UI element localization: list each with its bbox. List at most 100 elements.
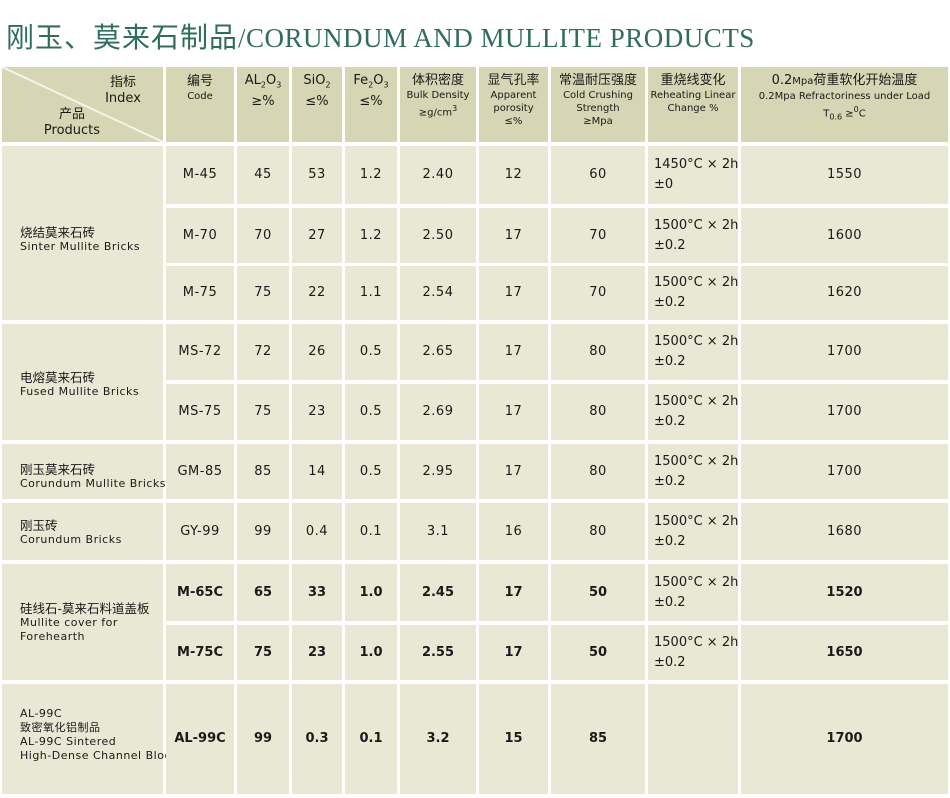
header-por-en1: Apparent xyxy=(490,90,537,101)
cell-al: 75 xyxy=(237,384,289,440)
cell-code: GM-85 xyxy=(166,444,234,499)
value-rul: 1520 xyxy=(826,585,863,600)
cell-rul: 1680 xyxy=(741,503,948,560)
cell-si: 23 xyxy=(292,384,342,440)
cell-code: M-70 xyxy=(166,208,234,263)
cell-reh: 1500°C × 2h ±0.2 xyxy=(648,266,738,320)
value-code: GY-99 xyxy=(180,524,220,539)
value-al: 99 xyxy=(253,731,273,746)
header-code-cn: 编号 xyxy=(186,74,213,89)
header-al2o3-label: AL2O3 xyxy=(244,73,282,90)
cell-ccs: 85 xyxy=(551,684,645,794)
cell-al: 65 xyxy=(237,564,289,621)
cell-rul: 1650 xyxy=(741,625,948,680)
value-si: 53 xyxy=(308,167,326,182)
cell-code: M-45 xyxy=(166,146,234,204)
header-products-cn: 产品 xyxy=(58,107,85,122)
header-ccs-en2: Strength xyxy=(576,103,620,114)
header-bulk-cn: 体积密度 xyxy=(411,73,464,88)
group-cell-corundum-mullite: 刚玉莫来石砖 Corundum Mullite Bricks xyxy=(2,444,166,499)
cell-si: 26 xyxy=(292,324,342,380)
reheat-change: ±0 xyxy=(654,177,674,192)
cell-ccs: 50 xyxy=(551,564,645,621)
cell-fe: 0.1 xyxy=(345,503,397,560)
header-reh-en1: Reheating Linear xyxy=(650,90,736,101)
cell-reh: 1500°C × 2h ±0.2 xyxy=(648,384,738,440)
group-name-cn: 硅线石-莫来石料道盖板 xyxy=(20,601,150,616)
group-cell-mullite-cover: 硅线石-莫来石料道盖板 Mullite cover for Forehearth xyxy=(2,564,163,680)
header-por-unit: ≤% xyxy=(504,116,523,127)
value-ccs: 60 xyxy=(589,167,607,182)
cell-rul: 1520 xyxy=(741,564,948,621)
page-title: 刚玉、莫来石制品/CORUNDUM AND MULLITE PRODUCTS xyxy=(6,16,755,56)
value-rul: 1550 xyxy=(826,167,863,182)
value-bulk: 2.54 xyxy=(422,285,454,300)
reheat-change: ±0.2 xyxy=(654,354,686,369)
group-name-en: Forehearth xyxy=(20,630,86,643)
cell-fe: 1.2 xyxy=(345,146,397,204)
value-al: 65 xyxy=(253,585,273,600)
group-name-en: Sinter Mullite Bricks xyxy=(20,240,141,253)
cell-reh: 1500°C × 2h ±0.2 xyxy=(648,444,738,499)
cell-ccs: 60 xyxy=(551,146,645,204)
value-ccs: 50 xyxy=(588,585,608,600)
cell-bulk: 2.55 xyxy=(400,625,476,680)
value-ccs: 50 xyxy=(588,645,608,660)
header-code-en: Code xyxy=(187,91,213,102)
cell-rul: 1600 xyxy=(741,208,948,263)
header-ccs-unit: ≥Mpa xyxy=(583,116,613,127)
reheat-condition: 1500°C × 2h xyxy=(654,635,739,650)
cell-por: 17 xyxy=(479,208,548,263)
value-fe: 0.5 xyxy=(359,404,383,419)
cell-por: 12 xyxy=(479,146,548,204)
cell-bulk: 2.45 xyxy=(400,564,476,621)
header-rul-cn: 0.2Mpa荷重软化开始温度 xyxy=(771,73,918,88)
cell-ccs: 80 xyxy=(551,384,645,440)
reheat-change: ±0.2 xyxy=(654,534,686,549)
reheat-condition: 1500°C × 2h xyxy=(654,275,739,290)
cell-reh: 1500°C × 2h ±0.2 xyxy=(648,503,738,560)
header-sio2: SiO2 ≤% xyxy=(292,67,342,142)
header-al2o3: AL2O3 ≥% xyxy=(237,67,289,142)
reheat-change: ±0.2 xyxy=(654,414,686,429)
title-cn: 刚玉、莫来石制品 xyxy=(6,21,239,54)
cell-si: 0.3 xyxy=(292,684,342,794)
cell-rul: 1700 xyxy=(741,444,948,499)
reheat-change: ±0.2 xyxy=(654,474,686,489)
cell-bulk: 2.54 xyxy=(400,266,476,320)
cell-bulk: 2.50 xyxy=(400,208,476,263)
value-bulk: 2.45 xyxy=(421,585,455,600)
value-si: 23 xyxy=(307,645,327,660)
cell-rul: 1620 xyxy=(741,266,948,320)
value-al: 72 xyxy=(254,344,272,359)
value-si: 0.3 xyxy=(305,731,329,746)
cell-bulk: 3.1 xyxy=(400,503,476,560)
value-fe: 1.1 xyxy=(359,285,383,300)
cell-reh: 1450°C × 2h ±0 xyxy=(648,146,738,204)
cell-rul: 1700 xyxy=(741,684,948,794)
cell-ccs: 70 xyxy=(551,266,645,320)
header-fe2o3: Fe2O3 ≤% xyxy=(345,67,397,142)
group-name-cn: 刚玉砖 xyxy=(20,518,58,533)
value-code: AL-99C xyxy=(174,731,226,746)
header-reh-cn: 重烧线变化 xyxy=(660,73,726,88)
cell-por: 15 xyxy=(479,684,548,794)
header-rul-temp: T0.6 ≥0C xyxy=(823,105,866,122)
value-si: 23 xyxy=(308,404,326,419)
group-name-cn: 电熔莫来石砖 xyxy=(20,370,96,385)
header-index-products: 指标 Index 产品 Products xyxy=(2,67,163,142)
value-por: 17 xyxy=(504,404,523,419)
value-fe: 0.1 xyxy=(359,731,383,746)
header-al2o3-unit: ≥% xyxy=(251,93,275,109)
value-ccs: 80 xyxy=(589,344,607,359)
value-code: M-75 xyxy=(182,285,218,300)
value-bulk: 3.1 xyxy=(426,524,450,539)
value-fe: 0.5 xyxy=(359,464,383,479)
reheat-condition: 1500°C × 2h xyxy=(654,218,739,233)
header-ccs: 常温耐压强度 Cold Crushing Strength ≥Mpa xyxy=(551,67,645,142)
cell-al: 85 xyxy=(237,444,289,499)
value-rul: 1700 xyxy=(826,404,863,419)
value-fe: 1.2 xyxy=(359,167,383,182)
cell-code: M-75 xyxy=(166,266,234,320)
cell-code: M-65C xyxy=(166,564,234,621)
